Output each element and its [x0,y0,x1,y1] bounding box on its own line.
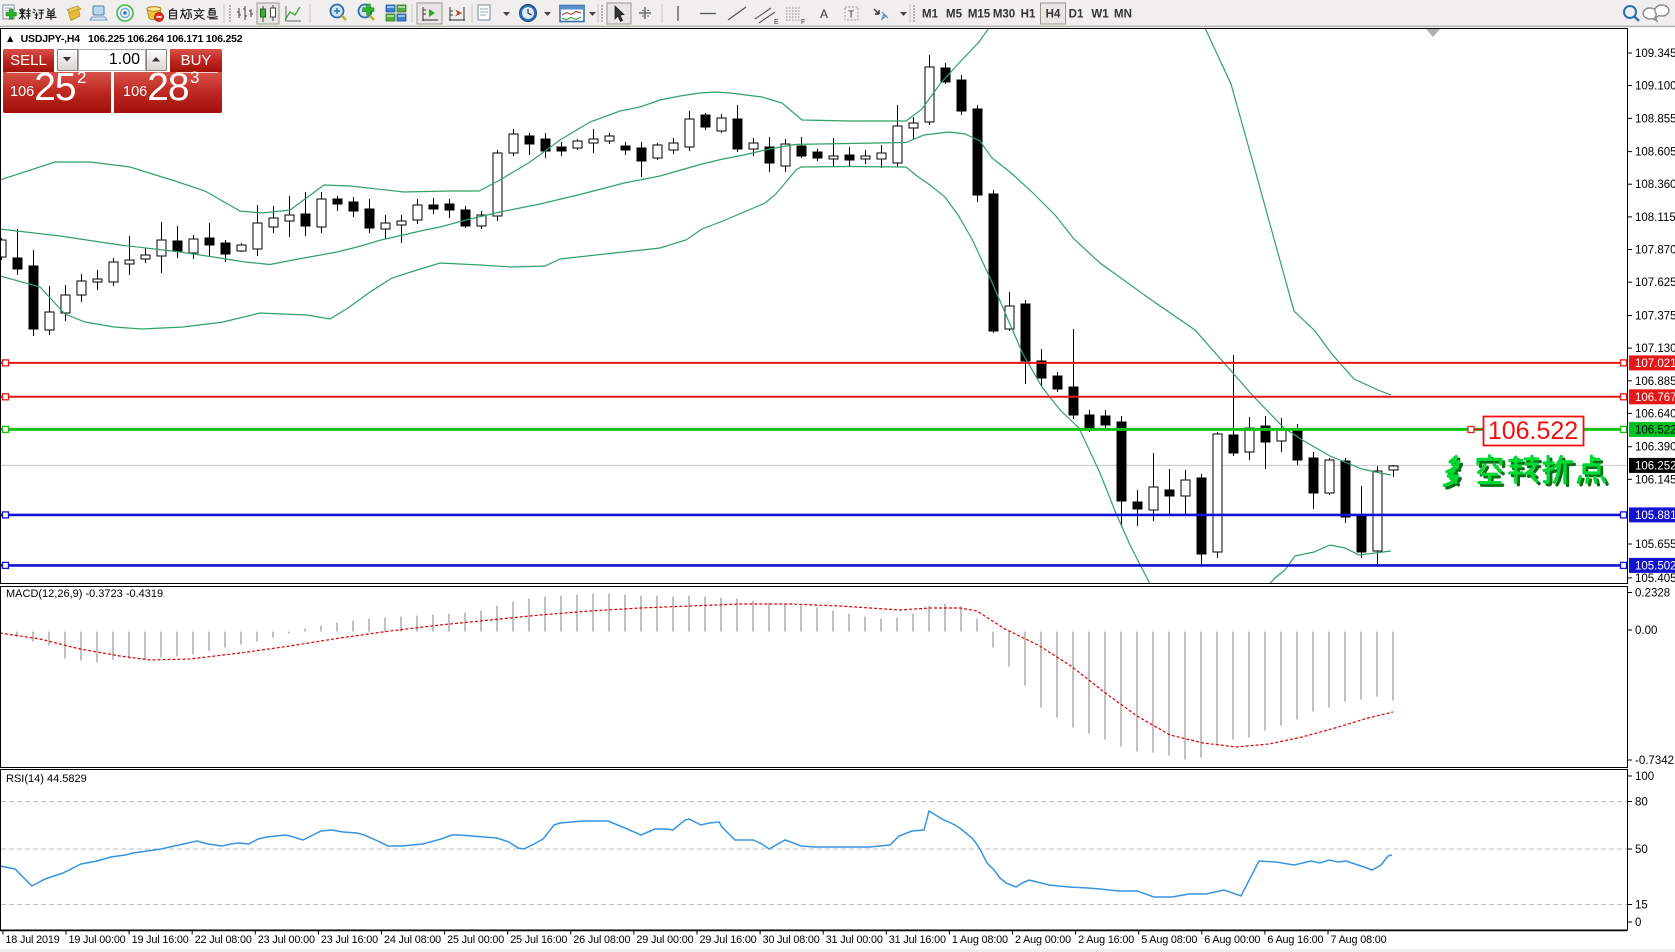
svg-text:15: 15 [1635,900,1648,912]
svg-text:18 Jul 2019: 18 Jul 2019 [5,934,59,946]
svg-text:2 Aug 16:00: 2 Aug 16:00 [1078,934,1134,946]
svg-text:26 Jul 08:00: 26 Jul 08:00 [573,934,630,946]
svg-text:6 Aug 16:00: 6 Aug 16:00 [1267,934,1323,946]
svg-text:19 Jul 16:00: 19 Jul 16:00 [132,934,189,946]
svg-text:105.655: 105.655 [1635,539,1675,551]
svg-text:23 Jul 16:00: 23 Jul 16:00 [321,934,378,946]
svg-text:M5: M5 [946,9,963,21]
svg-text:105.881: 105.881 [1635,510,1675,522]
svg-text:23 Jul 00:00: 23 Jul 00:00 [258,934,315,946]
svg-text:80: 80 [1635,797,1648,809]
svg-text:29 Jul 00:00: 29 Jul 00:00 [636,934,693,946]
svg-text:105.502: 105.502 [1635,560,1675,572]
svg-text:31 Jul 16:00: 31 Jul 16:00 [889,934,946,946]
svg-text:A: A [820,7,828,21]
svg-text:107.130: 107.130 [1635,343,1675,355]
svg-text:106.885: 106.885 [1635,376,1675,388]
svg-text:109.345: 109.345 [1635,48,1675,60]
svg-text:108.855: 108.855 [1635,113,1675,125]
svg-text:106.522: 106.522 [1635,424,1675,436]
svg-text:W1: W1 [1091,9,1109,21]
svg-text:50: 50 [1635,844,1648,856]
svg-text:107.870: 107.870 [1635,245,1675,257]
svg-text:0.00: 0.00 [1635,625,1657,637]
svg-text:M15: M15 [968,9,991,21]
svg-text:19 Jul 00:00: 19 Jul 00:00 [69,934,126,946]
svg-text:0: 0 [1635,917,1641,929]
svg-text:0.2328: 0.2328 [1635,588,1670,600]
svg-text:25 Jul 00:00: 25 Jul 00:00 [447,934,504,946]
svg-text:1 Aug 08:00: 1 Aug 08:00 [952,934,1008,946]
svg-text:MN: MN [1114,9,1132,21]
svg-text:M30: M30 [993,9,1015,21]
svg-text:E: E [774,19,779,26]
svg-text:107.625: 107.625 [1635,277,1675,289]
svg-text:F: F [801,19,805,26]
svg-text:22 Jul 08:00: 22 Jul 08:00 [195,934,252,946]
svg-text:30 Jul 08:00: 30 Jul 08:00 [763,934,820,946]
svg-text:108.360: 108.360 [1635,179,1675,191]
svg-text:106.522: 106.522 [1488,417,1578,445]
svg-text:107.021: 107.021 [1635,358,1675,370]
svg-text:5 Aug 08:00: 5 Aug 08:00 [1141,934,1197,946]
svg-text:105.405: 105.405 [1635,573,1675,585]
svg-text:M1: M1 [922,9,939,21]
svg-text:D1: D1 [1069,9,1084,21]
svg-text:24 Jul 08:00: 24 Jul 08:00 [384,934,441,946]
svg-text:100: 100 [1635,771,1654,783]
svg-text:106.145: 106.145 [1635,474,1675,486]
svg-text:31 Jul 00:00: 31 Jul 00:00 [826,934,883,946]
svg-text:106.252: 106.252 [1635,460,1675,472]
svg-text:T: T [848,10,854,21]
svg-text:7 Aug 08:00: 7 Aug 08:00 [1331,934,1387,946]
svg-text:107.375: 107.375 [1635,311,1675,323]
svg-text:2 Aug 00:00: 2 Aug 00:00 [1015,934,1071,946]
svg-text:H1: H1 [1021,9,1036,21]
svg-text:108.605: 108.605 [1635,147,1675,159]
svg-text:RSI(14) 44.5829: RSI(14) 44.5829 [6,773,87,785]
svg-text:MACD(12,26,9) -0.3723 -0.4319: MACD(12,26,9) -0.3723 -0.4319 [6,588,163,600]
svg-text:106.767: 106.767 [1635,392,1675,404]
svg-text:25 Jul 16:00: 25 Jul 16:00 [510,934,567,946]
svg-text:106.640: 106.640 [1635,408,1675,420]
svg-text:108.115: 108.115 [1635,212,1675,224]
svg-text:29 Jul 16:00: 29 Jul 16:00 [700,934,757,946]
svg-text:-0.7342: -0.7342 [1635,755,1674,767]
svg-text:109.100: 109.100 [1635,81,1675,93]
svg-text:H4: H4 [1046,9,1061,21]
svg-text:6 Aug 00:00: 6 Aug 00:00 [1204,934,1260,946]
svg-text:106.390: 106.390 [1635,442,1675,454]
